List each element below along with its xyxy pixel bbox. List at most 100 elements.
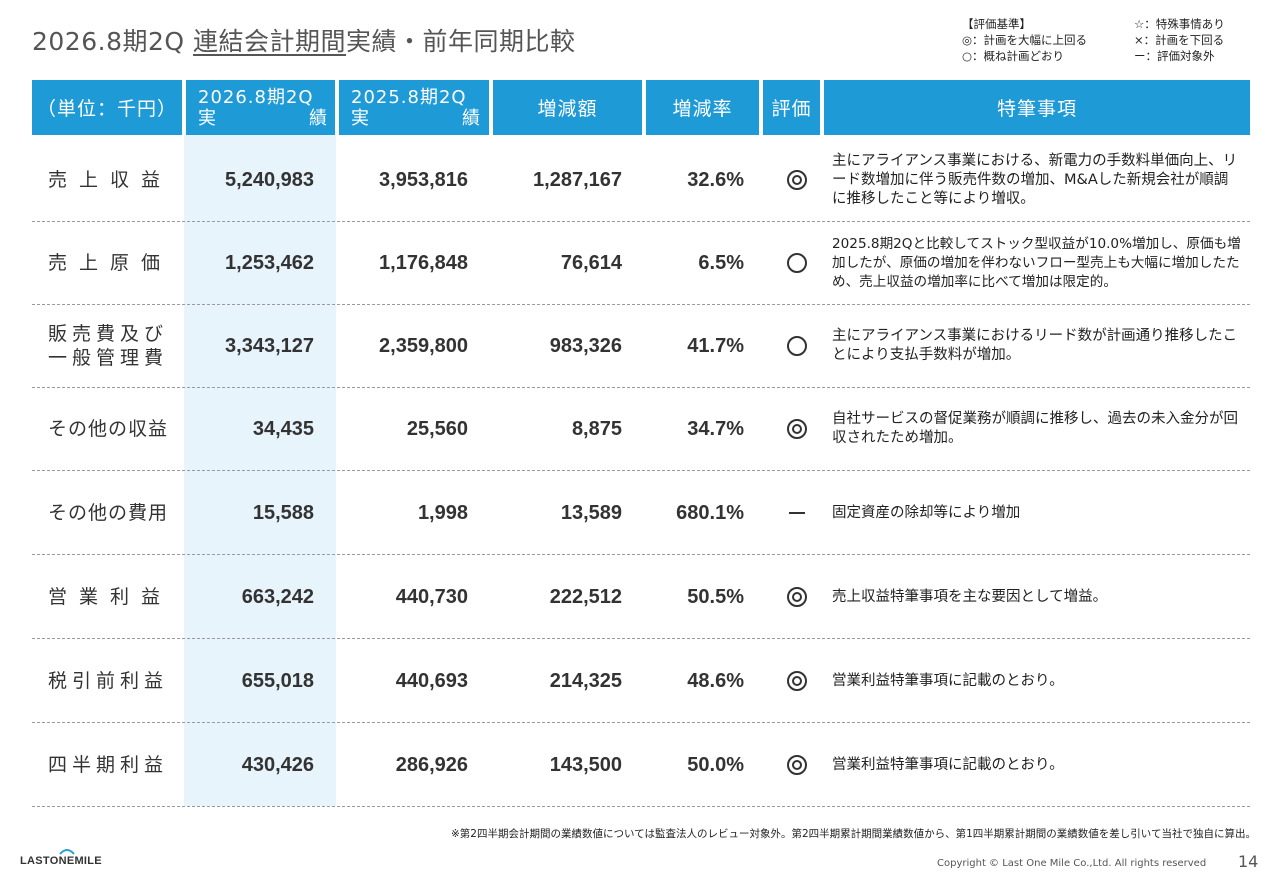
diff-value: 143,500 xyxy=(549,753,622,776)
current-value: 663,242 xyxy=(241,585,314,608)
evaluation-legend: 【評価基準】 ◎：計画を大幅に上回る ○：概ね計画どおり ☆：特殊事情あり ×：… xyxy=(962,16,1262,68)
legend-item: ○：概ね計画どおり xyxy=(962,49,1065,63)
double-circle-icon xyxy=(787,671,807,691)
diff-value: 13,589 xyxy=(560,501,622,524)
row-label: 税引前利益 xyxy=(48,670,169,692)
title-underlined: 連結会計期間 xyxy=(193,27,347,56)
row-label: 売上収益 xyxy=(48,169,173,191)
previous-value: 1,998 xyxy=(417,501,468,524)
evaluation-mark xyxy=(772,640,822,722)
diff-value: 76,614 xyxy=(560,251,622,274)
row-label: 営業利益 xyxy=(48,586,173,608)
page-title: 2026.8期2Q 連結会計期間実績・前年同期比較 xyxy=(32,22,576,58)
diff-value: 8,875 xyxy=(571,417,622,440)
evaluation-mark xyxy=(772,472,822,554)
title-suffix: 実績・前年同期比較 xyxy=(346,27,576,56)
legend-item: ー：評価対象外 xyxy=(1134,49,1215,63)
current-value: 1,253,462 xyxy=(225,251,314,274)
header-current-label: 2026.8期2Q xyxy=(198,86,314,108)
row-label: その他の収益 xyxy=(48,418,169,440)
row-note: 主にアライアンス事業におけるリード数が計画通り推移したことにより支払手数料が増加… xyxy=(832,328,1238,363)
header-unit: （単位：千円） xyxy=(32,80,182,135)
rate-value: 48.6% xyxy=(687,669,744,692)
row-note: 売上収益特筆事項を主な要因として増益。 xyxy=(832,588,1108,605)
table-row: その他の収益 34,435 25,560 8,875 34.7% 自社サービスの… xyxy=(32,388,1250,471)
header-rate: 増減率 xyxy=(646,80,759,135)
legend-item: ×：計画を下回る xyxy=(1134,33,1225,47)
row-label: 販売費及び 一般管理費 xyxy=(48,305,188,387)
row-label: 売上原価 xyxy=(48,252,173,274)
row-note: 自社サービスの督促業務が順調に推移し、過去の未入金分が回収されたため増加。 xyxy=(832,411,1238,446)
rate-value: 6.5% xyxy=(698,251,744,274)
table-row: 売上収益 5,240,983 3,953,816 1,287,167 32.6%… xyxy=(32,139,1250,222)
diff-value: 214,325 xyxy=(549,669,622,692)
previous-value: 2,359,800 xyxy=(379,334,468,357)
header-eval: 評価 xyxy=(763,80,820,135)
header-previous-period: 2025.8期2Q 実 績 xyxy=(339,80,489,135)
current-value: 5,240,983 xyxy=(225,168,314,191)
previous-value: 286,926 xyxy=(395,753,468,776)
circle-icon xyxy=(787,336,807,356)
previous-value: 25,560 xyxy=(406,417,468,440)
row-note: 主にアライアンス事業における、新電力の手数料単価向上、リード数増加に伴う販売件数… xyxy=(832,152,1238,207)
svg-text:LASTONEMILE: LASTONEMILE xyxy=(20,855,102,867)
title-prefix: 2026.8期2Q xyxy=(32,27,194,56)
header-diff: 増減額 xyxy=(493,80,642,135)
table-row: その他の費用 15,588 1,998 13,589 680.1% 固定資産の除… xyxy=(32,472,1250,555)
header-current-a: 実 xyxy=(198,107,217,129)
double-circle-icon xyxy=(787,170,807,190)
row-label: その他の費用 xyxy=(48,502,169,524)
header-current-b: 績 xyxy=(309,107,328,129)
row-note: 2025.8期2Qと比較してストック型収益が10.0%増加し、原価も増加したが、… xyxy=(832,235,1241,290)
evaluation-mark xyxy=(772,139,822,221)
header-notes: 特筆事項 xyxy=(824,80,1250,135)
dash-icon xyxy=(789,512,805,514)
rate-value: 50.0% xyxy=(687,753,744,776)
rate-value: 680.1% xyxy=(676,501,744,524)
previous-value: 1,176,848 xyxy=(379,251,468,274)
page-number: 14 xyxy=(1238,852,1259,871)
table-row: 売上原価 1,253,462 1,176,848 76,614 6.5% 202… xyxy=(32,222,1250,305)
rate-value: 34.7% xyxy=(687,417,744,440)
row-note: 営業利益特筆事項に記載のとおり。 xyxy=(832,672,1064,689)
row-label-line2: 一般管理費 xyxy=(48,347,169,369)
legend-item: ◎：計画を大幅に上回る xyxy=(962,33,1088,47)
current-value: 34,435 xyxy=(252,417,314,440)
evaluation-mark xyxy=(772,222,822,304)
header-current-period: 2026.8期2Q 実 績 xyxy=(186,80,335,135)
company-logo: LASTONEMILE xyxy=(20,844,110,868)
row-note: 固定資産の除却等により増加 xyxy=(832,504,1021,521)
evaluation-mark xyxy=(772,724,822,806)
logo-mark: LASTONEMILE xyxy=(20,849,102,867)
rate-value: 32.6% xyxy=(687,168,744,191)
double-circle-icon xyxy=(787,587,807,607)
legend-heading: 【評価基準】 xyxy=(962,17,1031,31)
rate-value: 41.7% xyxy=(687,334,744,357)
header-previous-b: 績 xyxy=(462,107,481,129)
double-circle-icon xyxy=(787,419,807,439)
table-row: 税引前利益 655,018 440,693 214,325 48.6% 営業利益… xyxy=(32,640,1250,723)
double-circle-icon xyxy=(787,755,807,775)
circle-icon xyxy=(787,253,807,273)
current-value: 3,343,127 xyxy=(225,334,314,357)
evaluation-mark xyxy=(772,388,822,470)
copyright: Copyright © Last One Mile Co.,Ltd. All r… xyxy=(937,858,1207,869)
diff-value: 1,287,167 xyxy=(533,168,622,191)
diff-value: 222,512 xyxy=(549,585,622,608)
header-previous-a: 実 xyxy=(351,107,370,129)
current-value: 430,426 xyxy=(241,753,314,776)
previous-value: 3,953,816 xyxy=(379,168,468,191)
current-value: 15,588 xyxy=(252,501,314,524)
table-row: 営業利益 663,242 440,730 222,512 50.5% 売上収益特… xyxy=(32,556,1250,639)
diff-value: 983,326 xyxy=(549,334,622,357)
evaluation-mark xyxy=(772,556,822,638)
rate-value: 50.5% xyxy=(687,585,744,608)
header-previous-label: 2025.8期2Q xyxy=(351,86,467,108)
previous-value: 440,693 xyxy=(395,669,468,692)
table-row: 四半期利益 430,426 286,926 143,500 50.0% 営業利益… xyxy=(32,724,1250,807)
evaluation-mark xyxy=(772,305,822,387)
row-label-line1: 販売費及び xyxy=(48,323,169,345)
table-row: 販売費及び 一般管理費 3,343,127 2,359,800 983,326 … xyxy=(32,305,1250,388)
legend-item: ☆：特殊事情あり xyxy=(1134,17,1225,31)
footnote: ※第2四半期会計期間の業績数値については監査法人のレビュー対象外。第2四半期累計… xyxy=(451,828,1256,840)
